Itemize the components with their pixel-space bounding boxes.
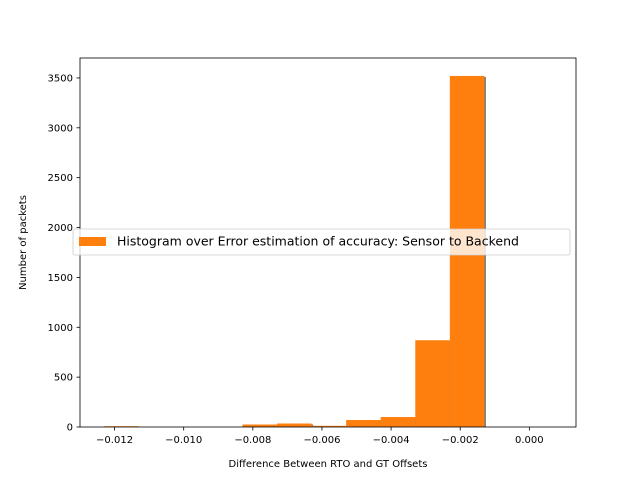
x-axis-ticks: −0.012 −0.010 −0.008 −0.006 −0.004 −0.002 0.00… <box>96 427 544 446</box>
y-tick-label: 2500 <box>48 173 73 184</box>
x-tick-label: −0.002 <box>442 435 479 446</box>
y-tick-label: 1500 <box>48 273 73 284</box>
y-axis-ticks: 0 500 1000 1500 2000 2500 3000 3500 <box>48 73 80 434</box>
legend-box <box>72 228 571 256</box>
x-axis-label: Difference Between RTO and GT Offsets <box>229 459 428 470</box>
histogram-bar <box>242 424 278 427</box>
y-tick-label: 500 <box>54 373 73 384</box>
x-tick-label: −0.012 <box>96 435 133 446</box>
y-tick-label: 1000 <box>48 323 73 334</box>
histogram-bar <box>277 423 312 427</box>
histogram-bar <box>415 340 450 427</box>
y-tick-label: 2000 <box>48 223 73 234</box>
histogram-bar <box>311 425 347 427</box>
histogram-bar <box>346 420 381 427</box>
x-tick-label: −0.008 <box>234 435 271 446</box>
x-tick-label: 0.000 <box>515 435 544 446</box>
legend-swatch <box>79 237 106 246</box>
y-axis-label: Number of packets <box>18 195 29 290</box>
legend: Histogram over Error estimation of accur… <box>72 228 571 256</box>
y-tick-label: 3500 <box>48 73 73 84</box>
y-tick-label: 3000 <box>48 123 73 134</box>
x-tick-label: −0.010 <box>165 435 202 446</box>
x-tick-label: −0.004 <box>373 435 410 446</box>
histogram-bar <box>380 417 416 427</box>
legend-entry: Histogram over Error estimation of accur… <box>117 234 519 249</box>
x-tick-label: −0.006 <box>303 435 340 446</box>
y-tick-label: 0 <box>67 423 73 434</box>
